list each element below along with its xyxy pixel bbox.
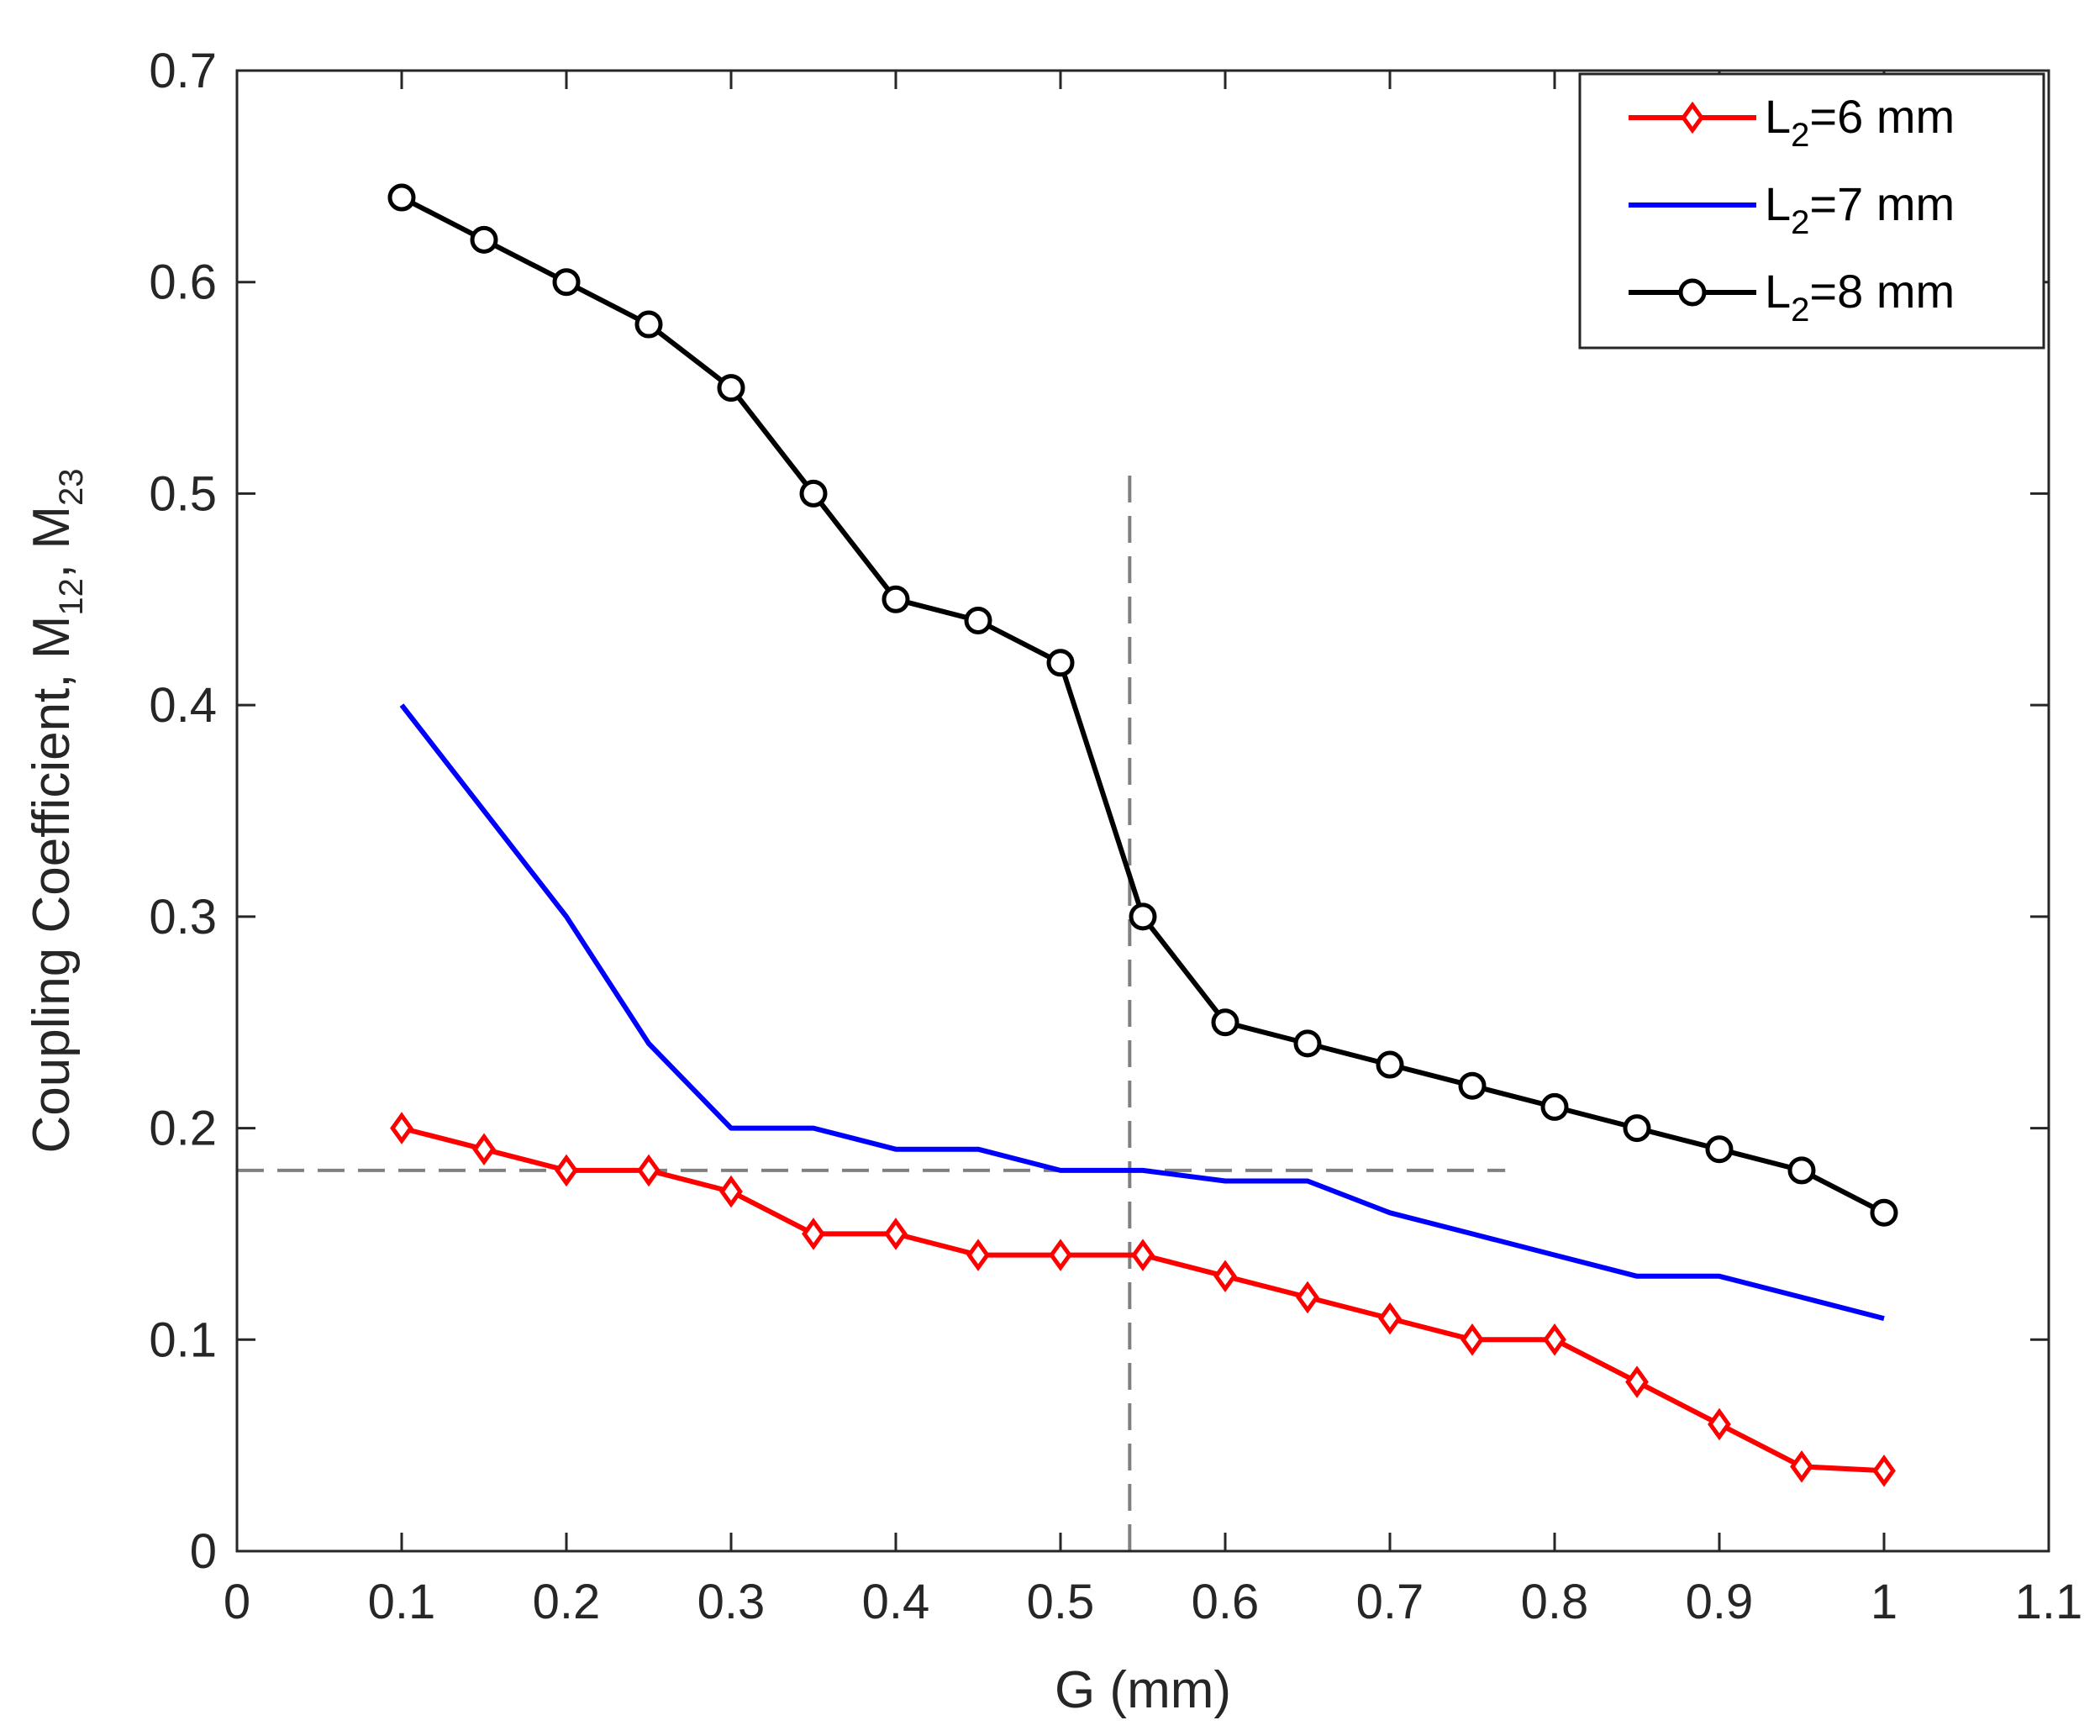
data-point-l2-6mm — [1378, 1302, 1402, 1335]
x-tick-label: 0.8 — [1521, 1575, 1589, 1629]
data-point-l2-6mm — [1213, 1260, 1237, 1293]
data-point-l2-8mm — [1293, 1029, 1322, 1058]
data-point-l2-6mm — [1461, 1323, 1484, 1356]
data-point-l2-6mm — [472, 1133, 496, 1166]
series-line-l2-7mm — [399, 703, 1885, 1322]
data-point-l2-6mm — [637, 1154, 661, 1187]
x-tick-label: 0.4 — [862, 1575, 930, 1629]
y-tick-label: 0.6 — [149, 255, 217, 310]
reference-lines-layer — [237, 472, 1506, 1551]
data-point-l2-8mm — [1046, 649, 1075, 677]
legend-label-sub: 2 — [1791, 204, 1809, 241]
data-point-l2-8mm — [1623, 1114, 1651, 1143]
data-point-l2-6mm — [1708, 1407, 1731, 1441]
x-tick-label: 0 — [224, 1575, 250, 1629]
y-tick-label: 0.3 — [149, 890, 217, 944]
legend-label-prefix: L — [1765, 265, 1791, 318]
legend-label: L2=6 mm — [1765, 90, 1955, 154]
legend-label-suffix: =7 mm — [1809, 177, 1955, 230]
ticks-layer: 0 0.1 0.2 0.3 0.4 0.5 0.6 0.7 0.8 0.9 1 1.1 0 0.1 0.2 0… — [149, 44, 2082, 1629]
data-point-l2-6mm — [390, 1112, 413, 1144]
data-point-l2-8mm — [634, 310, 663, 339]
legend-label-prefix: L — [1765, 177, 1791, 230]
data-point-l2-8mm — [1705, 1135, 1734, 1164]
data-point-l2-8mm — [470, 225, 498, 254]
y-axis-label-sub2: 23 — [53, 469, 90, 507]
y-tick-label: 0.4 — [149, 678, 217, 733]
y-tick-label: 0.2 — [149, 1102, 217, 1156]
series-l2-7mm — [399, 703, 1885, 1322]
legend-label-suffix: =8 mm — [1809, 265, 1955, 318]
data-point-l2-8mm — [1376, 1050, 1404, 1079]
legend-entry-l2-8mm: L2=8 mm — [1629, 265, 1955, 329]
data-point-l2-6mm — [1296, 1281, 1319, 1314]
data-point-l2-8mm — [882, 585, 910, 613]
data-point-l2-8mm — [1129, 902, 1157, 931]
plot-frame — [235, 69, 2050, 1553]
x-tick-label: 1 — [1871, 1575, 1897, 1629]
y-axis-label-prefix: Coupling Coefficient, M — [23, 616, 81, 1154]
data-point-l2-6mm — [1625, 1365, 1649, 1398]
legend-swatch-marker — [1678, 278, 1707, 307]
legend-label-prefix: L — [1765, 90, 1791, 143]
x-tick-label: 0.2 — [533, 1575, 601, 1629]
data-point-l2-6mm — [1543, 1323, 1566, 1356]
series-layer — [387, 183, 1898, 1487]
data-point-l2-8mm — [1211, 1008, 1239, 1037]
x-tick-label: 0.7 — [1356, 1575, 1424, 1629]
y-tick-label: 0.5 — [149, 466, 217, 521]
y-axis-label-sub1: 12 — [53, 578, 90, 616]
y-tick-label: 0.1 — [149, 1313, 217, 1367]
x-tick-label: 0.1 — [368, 1575, 436, 1629]
x-tick-label: 0.6 — [1192, 1575, 1260, 1629]
x-tick-label: 0.5 — [1027, 1575, 1095, 1629]
data-point-l2-8mm — [717, 374, 745, 402]
data-point-l2-6mm — [555, 1154, 578, 1187]
legend-entry-l2-7mm: L2=7 mm — [1629, 177, 1955, 241]
y-axis-label: Coupling Coefficient, M12, M23 — [23, 469, 90, 1154]
data-point-l2-6mm — [1872, 1455, 1896, 1487]
data-point-l2-8mm — [1870, 1198, 1898, 1227]
legend-label-sub: 2 — [1791, 117, 1809, 154]
y-tick-label: 0.7 — [149, 44, 217, 98]
series-l2-8mm — [387, 183, 1898, 1227]
data-point-l2-6mm — [1049, 1239, 1072, 1271]
data-point-l2-8mm — [799, 479, 828, 508]
x-axis-label: G (mm) — [1055, 1661, 1231, 1719]
legend-label: L2=7 mm — [1765, 177, 1955, 241]
y-axis-label-sep: , M — [23, 506, 81, 578]
legend-label: L2=8 mm — [1765, 265, 1955, 329]
data-point-l2-8mm — [964, 606, 992, 634]
data-point-l2-8mm — [387, 183, 416, 212]
data-point-l2-6mm — [966, 1239, 990, 1271]
data-point-l2-8mm — [1458, 1071, 1487, 1100]
data-point-l2-8mm — [552, 268, 581, 297]
x-tick-label: 0.3 — [697, 1575, 766, 1629]
series-l2-6mm — [390, 1112, 1896, 1487]
data-point-l2-8mm — [1787, 1156, 1816, 1185]
legend-label-sub: 2 — [1791, 292, 1809, 329]
legend-label-suffix: =6 mm — [1809, 90, 1955, 143]
data-point-l2-8mm — [1540, 1092, 1569, 1121]
data-point-l2-6mm — [719, 1175, 743, 1208]
x-tick-label: 0.9 — [1686, 1575, 1754, 1629]
data-point-l2-6mm — [1790, 1450, 1813, 1483]
legend-swatch-marker — [1681, 101, 1704, 134]
y-tick-label: 0 — [190, 1524, 217, 1579]
x-tick-label: 1.1 — [2015, 1575, 2083, 1629]
data-point-l2-6mm — [884, 1218, 908, 1250]
legend-entry-l2-6mm: L2=6 mm — [1629, 90, 1955, 154]
data-point-l2-6mm — [1131, 1239, 1155, 1271]
data-point-l2-6mm — [802, 1218, 825, 1250]
